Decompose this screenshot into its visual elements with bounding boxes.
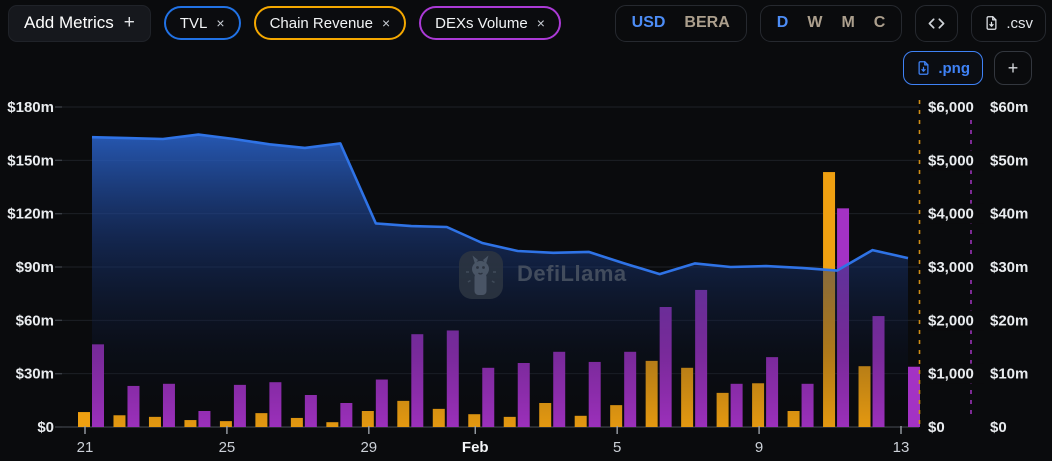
svg-text:$30m: $30m xyxy=(16,366,54,383)
plus-icon: + xyxy=(123,11,135,33)
svg-text:29: 29 xyxy=(360,439,377,456)
interval-option-cumulative[interactable]: C xyxy=(873,14,886,31)
interval-toggle: D W M C xyxy=(759,4,903,42)
download-csv-button[interactable]: .csv xyxy=(971,4,1046,42)
svg-text:Feb: Feb xyxy=(462,439,489,456)
interval-option-weekly[interactable]: W xyxy=(807,14,823,31)
file-download-icon xyxy=(918,61,929,75)
svg-text:$20m: $20m xyxy=(990,312,1028,329)
svg-text:21: 21 xyxy=(77,439,94,456)
svg-text:$0: $0 xyxy=(37,419,54,436)
svg-text:$2,000: $2,000 xyxy=(928,312,974,329)
toolbar: Add Metrics + TVL × Chain Revenue × DEXs… xyxy=(8,4,1046,42)
svg-text:$60m: $60m xyxy=(990,99,1028,116)
svg-text:$90m: $90m xyxy=(16,259,54,276)
add-chart-button[interactable]: + xyxy=(994,51,1032,85)
interval-option-monthly[interactable]: M xyxy=(841,14,855,31)
add-metrics-label: Add Metrics xyxy=(24,13,114,32)
svg-text:$30m: $30m xyxy=(990,259,1028,276)
png-button-label: .png xyxy=(938,59,970,77)
svg-text:$40m: $40m xyxy=(990,206,1028,223)
svg-text:13: 13 xyxy=(893,439,910,456)
metric-pill-label: TVL xyxy=(179,14,208,32)
code-brackets-icon xyxy=(928,17,945,29)
currency-toggle: USD BERA xyxy=(614,4,747,42)
svg-text:$3,000: $3,000 xyxy=(928,259,974,276)
metric-pill-label: DEXs Volume xyxy=(435,14,528,32)
metric-pill-label: Chain Revenue xyxy=(269,14,373,32)
download-png-button[interactable]: .png xyxy=(903,51,983,85)
currency-option-bera[interactable]: BERA xyxy=(684,14,730,31)
chart-canvas[interactable]: $180m $150m $120m $90m $60m $30m $0 $6,000 $5,00… xyxy=(0,95,1052,461)
svg-text:$10m: $10m xyxy=(990,366,1028,383)
svg-text:$50m: $50m xyxy=(990,152,1028,169)
svg-text:$150m: $150m xyxy=(7,152,54,169)
svg-text:5: 5 xyxy=(613,439,621,456)
csv-button-label: .csv xyxy=(1006,14,1033,32)
close-icon[interactable]: × xyxy=(536,15,545,31)
close-icon[interactable]: × xyxy=(216,15,225,31)
metric-pill-tvl[interactable]: TVL × xyxy=(163,6,241,40)
add-metrics-button[interactable]: Add Metrics + xyxy=(8,4,151,42)
currency-option-usd[interactable]: USD xyxy=(631,14,666,31)
svg-text:$6,000: $6,000 xyxy=(928,99,974,116)
svg-text:9: 9 xyxy=(755,439,763,456)
interval-option-daily[interactable]: D xyxy=(776,14,789,31)
svg-text:$1,000: $1,000 xyxy=(928,366,974,383)
svg-text:$5,000: $5,000 xyxy=(928,152,974,169)
embed-code-button[interactable] xyxy=(915,4,959,42)
chart-actions-row: .png + xyxy=(903,51,1032,85)
svg-text:$4,000: $4,000 xyxy=(928,206,974,223)
svg-text:$60m: $60m xyxy=(16,312,54,329)
svg-text:$120m: $120m xyxy=(7,206,54,223)
svg-text:25: 25 xyxy=(219,439,236,456)
metric-pill-chain-revenue[interactable]: Chain Revenue × xyxy=(253,6,407,40)
svg-text:$0: $0 xyxy=(990,419,1007,436)
svg-text:$180m: $180m xyxy=(7,99,54,116)
metric-pill-dexs-volume[interactable]: DEXs Volume × xyxy=(419,6,561,40)
file-download-icon xyxy=(986,16,997,30)
close-icon[interactable]: × xyxy=(381,15,391,31)
svg-text:$0: $0 xyxy=(928,419,945,436)
